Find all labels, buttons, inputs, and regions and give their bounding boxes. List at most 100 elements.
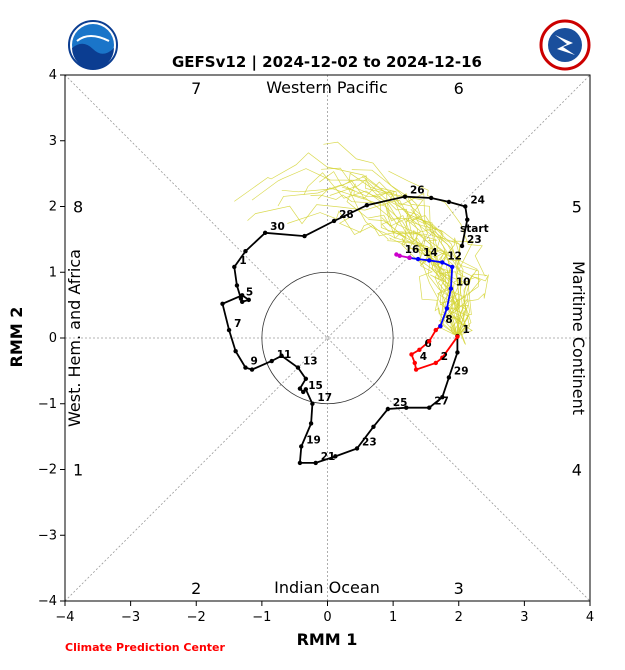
week2-point bbox=[449, 264, 455, 270]
week2-day-label: 10 bbox=[456, 277, 471, 289]
y-tick-label: 4 bbox=[49, 68, 57, 83]
observed-point bbox=[262, 230, 268, 235]
week1-point bbox=[412, 360, 417, 366]
ensemble-member-line bbox=[381, 221, 466, 345]
observed-point bbox=[427, 405, 432, 410]
observed-point bbox=[246, 297, 251, 303]
observed-day-label: 9 bbox=[250, 356, 257, 368]
phase-number: 1 bbox=[73, 461, 83, 480]
week1-line bbox=[410, 325, 459, 371]
observed-point bbox=[354, 446, 360, 451]
observed-point bbox=[234, 283, 240, 288]
observed-day-label: 7 bbox=[234, 318, 241, 330]
week2-day-label: 14 bbox=[423, 247, 438, 259]
observed-point bbox=[371, 424, 376, 429]
observed-point bbox=[220, 301, 225, 307]
observed-day-label: 24 bbox=[470, 195, 485, 207]
observed-day-label: 29 bbox=[454, 365, 469, 377]
observed-point bbox=[385, 406, 391, 412]
observed-point bbox=[279, 353, 284, 358]
x-tick-label: 3 bbox=[520, 610, 528, 625]
phase-number: 3 bbox=[454, 579, 464, 598]
observed-day-label: 11 bbox=[277, 349, 292, 361]
week2-point bbox=[415, 256, 421, 262]
observed-point bbox=[331, 218, 337, 224]
observed-day-label: 23 bbox=[362, 436, 377, 448]
y-tick-label: −3 bbox=[38, 528, 57, 543]
week1-point bbox=[409, 352, 414, 357]
ensemble-member-line bbox=[329, 178, 467, 337]
phase-number: 2 bbox=[191, 579, 201, 598]
ensemble-member-line bbox=[388, 170, 488, 337]
week2-point bbox=[440, 260, 445, 265]
week3-day-label: 16 bbox=[405, 244, 420, 256]
observed-point bbox=[428, 195, 434, 201]
observed-point bbox=[239, 299, 245, 305]
week1-point bbox=[433, 327, 438, 333]
region-label-right: Maritime Continent bbox=[569, 261, 588, 415]
unit-circle bbox=[261, 271, 394, 405]
y-tick-label: 3 bbox=[49, 134, 57, 149]
phase-number: 8 bbox=[73, 198, 83, 217]
week1-day-label: 8 bbox=[445, 314, 452, 326]
observed-day-label: 17 bbox=[317, 392, 332, 404]
observed-point bbox=[402, 194, 408, 199]
observed-day-label: 30 bbox=[270, 221, 285, 233]
week2-point bbox=[448, 286, 454, 291]
observed-point bbox=[243, 365, 248, 370]
week2-point bbox=[438, 323, 443, 329]
start-label: start bbox=[460, 223, 489, 235]
x-tick-label: −4 bbox=[55, 610, 74, 625]
x-tick-label: 4 bbox=[586, 610, 594, 625]
week3-point bbox=[407, 255, 412, 260]
week1-day-label: 2 bbox=[441, 351, 448, 363]
observed-point bbox=[364, 202, 370, 208]
observed-point bbox=[243, 249, 248, 254]
ensemble-member-line bbox=[368, 214, 478, 337]
ensemble-member-line bbox=[319, 171, 472, 337]
x-axis-label: RMM 1 bbox=[297, 630, 358, 649]
x-tick-label: −3 bbox=[121, 610, 140, 625]
phase-number: 6 bbox=[454, 79, 464, 98]
region-label-bottom: Indian Ocean bbox=[274, 578, 380, 597]
observed-day-label: 23 bbox=[467, 234, 482, 246]
observed-point bbox=[310, 401, 315, 406]
observed-point bbox=[299, 444, 304, 449]
observed-line bbox=[221, 195, 469, 464]
y-axis-label: RMM 2 bbox=[7, 307, 26, 368]
week1-point bbox=[455, 334, 460, 339]
observed-day-label: 26 bbox=[410, 185, 425, 197]
footer-credit: Climate Prediction Center bbox=[65, 641, 225, 654]
noaa-logo bbox=[68, 20, 118, 70]
y-tick-label: 1 bbox=[49, 265, 57, 280]
observed-day-label: 25 bbox=[393, 397, 408, 409]
observed-point bbox=[303, 376, 309, 381]
observed-point bbox=[455, 350, 460, 355]
y-tick-label: −4 bbox=[38, 594, 57, 609]
observed-point bbox=[459, 243, 465, 249]
week1-point bbox=[427, 339, 432, 344]
y-tick-label: −2 bbox=[38, 463, 57, 478]
observed-point bbox=[302, 233, 307, 239]
week2-point bbox=[444, 306, 450, 311]
observed-day-label: 28 bbox=[339, 209, 354, 221]
week1-day-label: 4 bbox=[420, 351, 427, 363]
phase-number: 7 bbox=[191, 79, 201, 98]
observed-day-label: 1 bbox=[462, 324, 469, 336]
observed-point bbox=[308, 421, 314, 426]
observed-point bbox=[239, 293, 245, 298]
region-label-top: Western Pacific bbox=[266, 78, 388, 97]
observed-point bbox=[297, 460, 303, 466]
ensemble-member-line bbox=[323, 141, 463, 337]
ensemble-member-line bbox=[346, 186, 458, 337]
ensemble-member-line bbox=[310, 194, 458, 337]
ensemble-member-line bbox=[346, 183, 459, 337]
ensemble-member-line bbox=[410, 208, 489, 337]
observed-day-label: 19 bbox=[306, 434, 321, 446]
observed-point bbox=[465, 217, 470, 222]
x-tick-label: 2 bbox=[455, 610, 463, 625]
y-tick-label: 0 bbox=[49, 331, 57, 346]
x-tick-label: −2 bbox=[187, 610, 206, 625]
